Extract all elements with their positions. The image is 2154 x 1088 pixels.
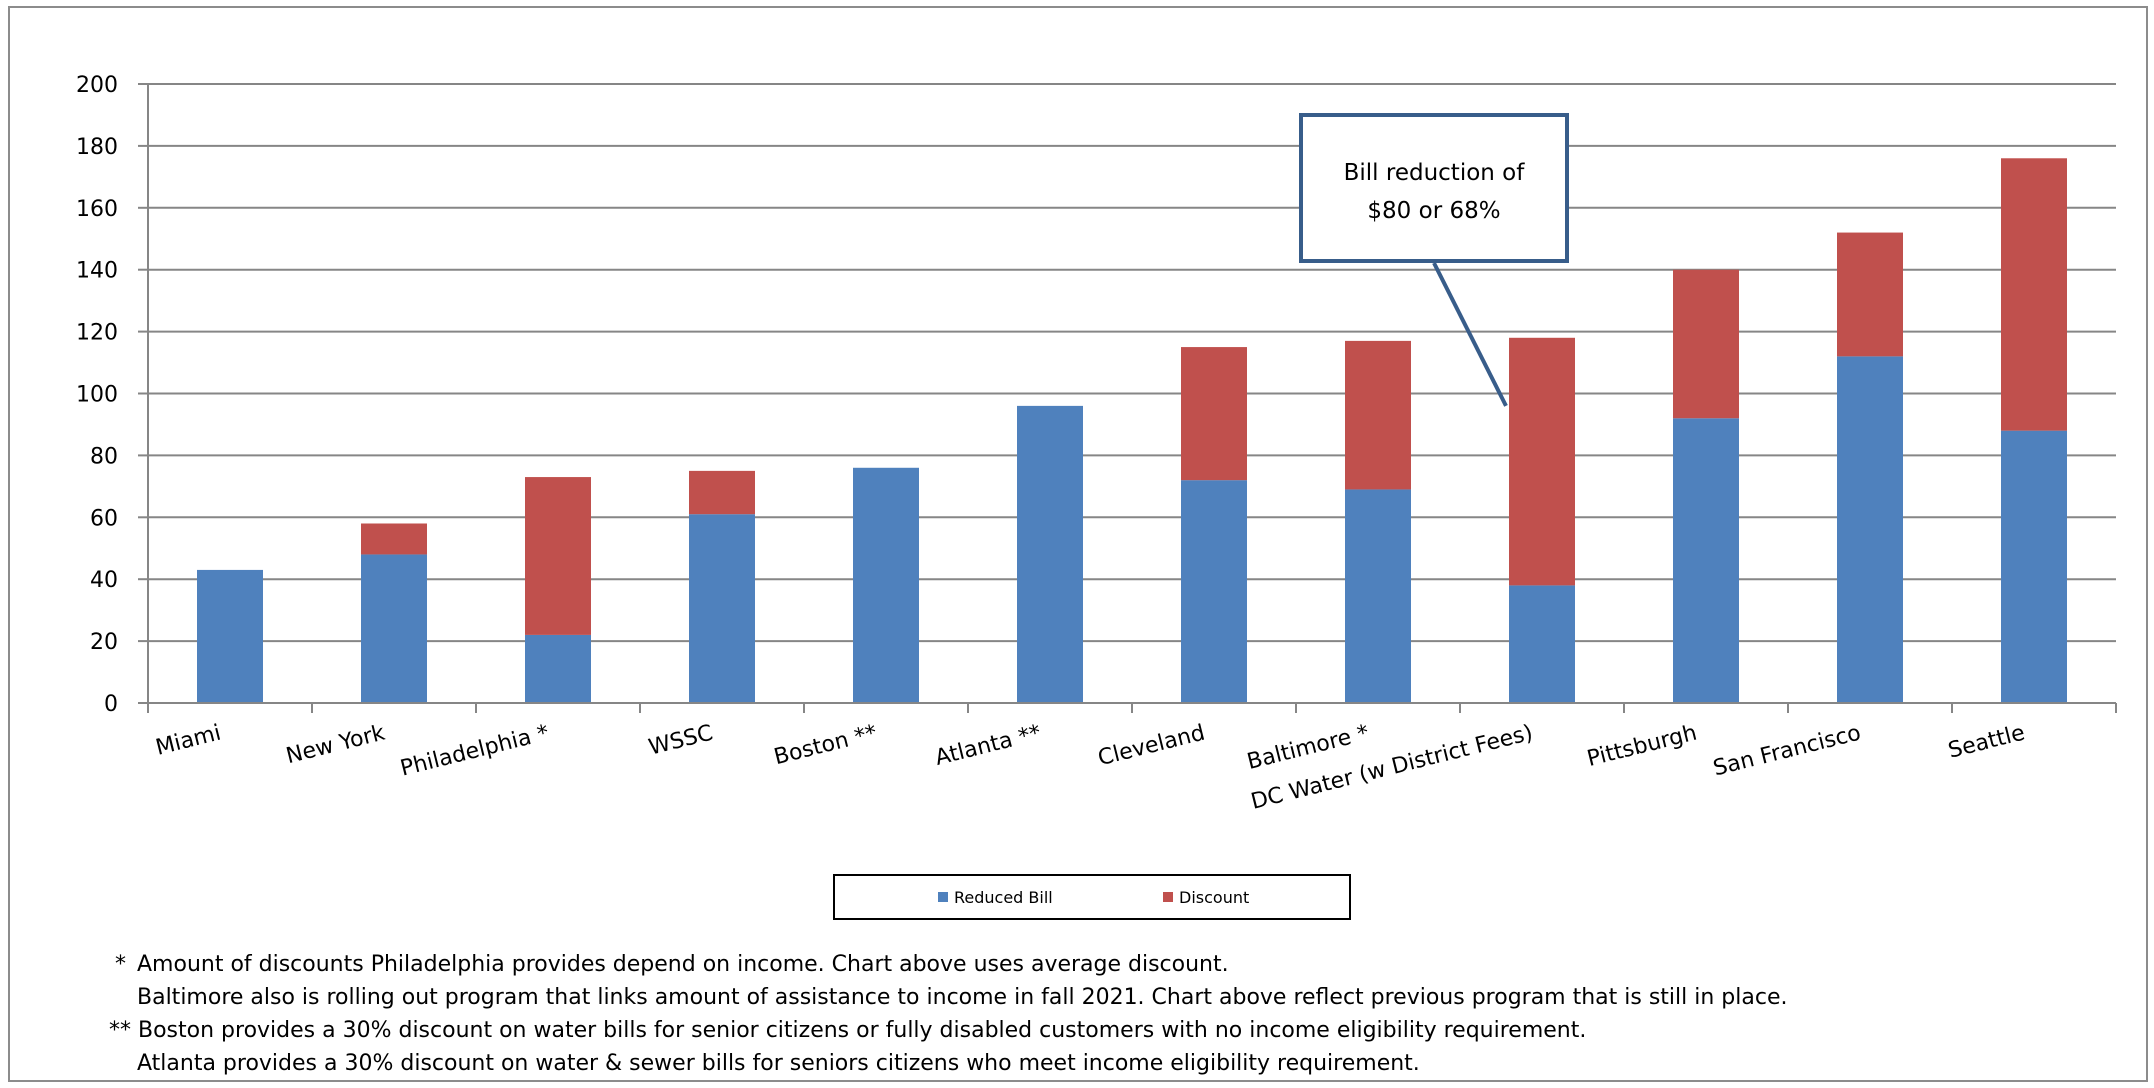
annotation-box <box>1299 113 1569 263</box>
y-tick-label-160: 160 <box>76 197 118 222</box>
y-tick-label-80: 80 <box>90 444 118 469</box>
x-tick-label-pittsburgh: Pittsburgh <box>1585 721 1700 772</box>
footnote-mark-single: * <box>115 952 126 977</box>
x-tick-label-san-francisco: San Francisco <box>1711 721 1864 782</box>
bar-reduced-bill-pittsburgh <box>1673 418 1739 703</box>
x-axis: Miami New York Philadelphia * WSSC Boston **… <box>147 702 2117 815</box>
chart-frame <box>8 6 2148 1082</box>
bar-reduced-bill-san-francisco <box>1837 356 1903 703</box>
x-tick-label-wssc: WSSC <box>646 721 715 761</box>
legend: Reduced Bill Discount <box>833 874 1351 920</box>
bar-discount-pittsburgh <box>1673 269 1739 419</box>
footnote-text-3: Boston provides a 30% discount on water … <box>138 1018 1587 1043</box>
bar-discount-baltimore <box>1345 340 1411 490</box>
footnote-line-1: * Amount of discounts Philadelphia provid… <box>115 948 2145 981</box>
legend-label-discount: Discount <box>1179 888 1249 907</box>
bar-discount-new-york <box>361 523 427 555</box>
x-tick-label-cleveland: Cleveland <box>1096 721 1208 772</box>
bar-discount-seattle <box>2001 158 2067 431</box>
y-tick-label-40: 40 <box>90 568 118 593</box>
bar-reduced-bill-miami <box>197 569 263 703</box>
annotation-callout: Bill reduction of $80 or 68% <box>1299 113 1569 407</box>
annotation-pointer <box>1432 262 1508 407</box>
bar-reduced-bill-wssc <box>689 514 755 703</box>
bar-reduced-bill-dc-water-w-district-fees <box>1509 585 1575 703</box>
bar-discount-wssc <box>689 470 755 515</box>
legend-label-reduced-bill: Reduced Bill <box>954 888 1053 907</box>
y-tick-label-60: 60 <box>90 506 118 531</box>
footnote-text-1: Amount of discounts Philadelphia provide… <box>137 952 1229 977</box>
bar-reduced-bill-philadelphia <box>525 634 591 703</box>
bar-discount-san-francisco <box>1837 232 1903 357</box>
y-tick-label-20: 20 <box>90 630 118 655</box>
legend-box <box>833 874 1351 920</box>
gridlines <box>148 83 2116 643</box>
bar-reduced-bill-baltimore <box>1345 489 1411 703</box>
bar-reduced-bill-boston <box>853 467 919 703</box>
x-tick-label-atlanta: Atlanta ** <box>933 721 1044 771</box>
footnote-line-2: Baltimore also is rolling out program th… <box>115 981 2145 1014</box>
annotation-line-2: $80 or 68% <box>1367 198 1500 224</box>
y-tick-label-0: 0 <box>104 692 118 717</box>
bar-reduced-bill-seattle <box>2001 430 2067 703</box>
bar-discount-dc-water-w-district-fees <box>1509 337 1575 586</box>
x-tick-label-miami: Miami <box>153 721 223 761</box>
bars <box>197 158 2067 703</box>
bar-discount-cleveland <box>1181 347 1247 481</box>
bar-discount-philadelphia <box>525 477 591 635</box>
footnotes: * Amount of discounts Philadelphia provid… <box>109 948 2145 1080</box>
footnote-line-3: ** Boston provides a 30% discount on wat… <box>109 1014 2145 1047</box>
y-tick-label-140: 140 <box>76 259 118 284</box>
x-tick-label-boston: Boston ** <box>771 721 879 771</box>
bar-reduced-bill-cleveland <box>1181 480 1247 703</box>
footnote-line-4: Atlanta provides a 30% discount on water… <box>115 1047 2145 1080</box>
footnote-mark-double: ** <box>109 1018 131 1043</box>
bar-reduced-bill-new-york <box>361 554 427 703</box>
y-axis: 0 20 40 60 80 100 120 140 160 180 200 <box>76 73 149 717</box>
x-tick-label-philadelphia: Philadelphia * <box>398 721 552 782</box>
annotation-line-1: Bill reduction of <box>1344 160 1526 186</box>
legend-swatch-reduced-bill <box>938 892 948 902</box>
stacked-bar-chart: 0 20 40 60 80 100 120 140 160 180 200 Miami New Yor… <box>76 73 2117 920</box>
y-tick-label-120: 120 <box>76 321 118 346</box>
y-tick-label-200: 200 <box>76 73 118 98</box>
legend-swatch-discount <box>1163 892 1173 902</box>
y-tick-label-100: 100 <box>76 383 118 408</box>
bar-reduced-bill-atlanta <box>1017 405 1083 703</box>
x-tick-label-new-york: New York <box>284 721 388 770</box>
x-tick-label-seattle: Seattle <box>1946 721 2028 764</box>
footnote-text-2: Baltimore also is rolling out program th… <box>137 985 1788 1010</box>
footnote-text-4: Atlanta provides a 30% discount on water… <box>137 1051 1420 1076</box>
x-tick-label-dc-water-w-district-fees: DC Water (w District Fees) <box>1249 721 1536 815</box>
y-tick-label-180: 180 <box>76 135 118 160</box>
